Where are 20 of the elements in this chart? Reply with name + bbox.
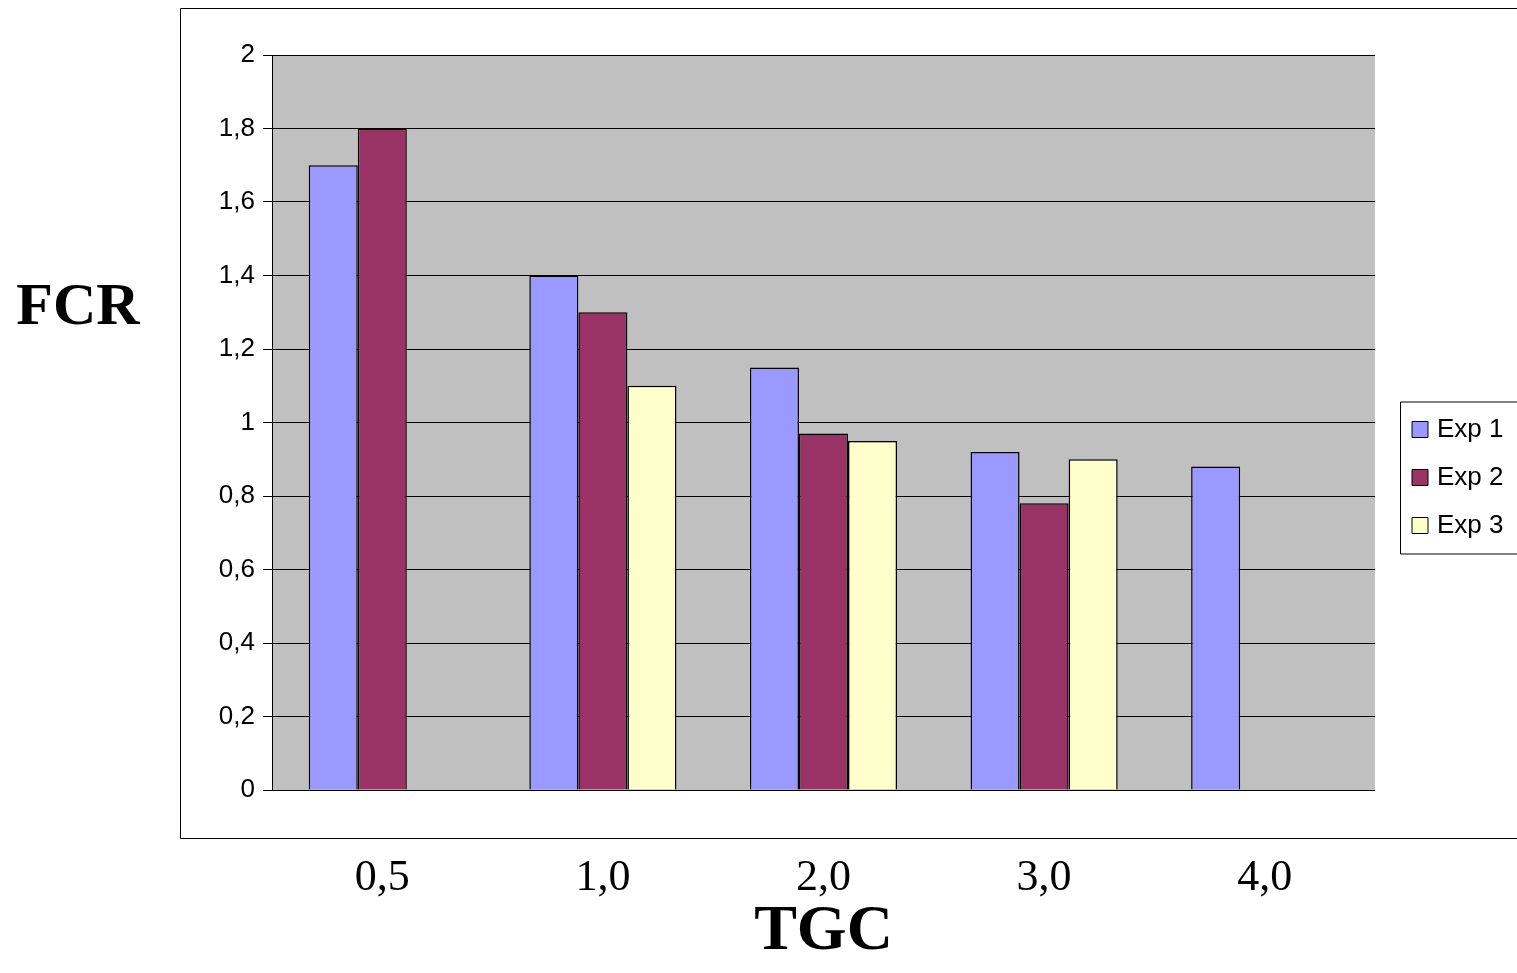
legend-label: Exp 2 (1437, 460, 1504, 491)
y-tick-label: 0,8 (218, 479, 255, 510)
y-tick-label: 0,2 (218, 699, 255, 730)
legend-label: Exp 1 (1437, 412, 1504, 443)
y-tick-label: 1,6 (218, 185, 255, 216)
y-tick-label: 0,6 (218, 552, 255, 583)
legend-label: Exp 3 (1437, 508, 1504, 539)
y-tick-label: 1,2 (218, 332, 255, 363)
y-axis-title: FCR (16, 270, 141, 337)
x-tick-label: 4,0 (1237, 850, 1293, 900)
x-tick-label: 3,0 (1016, 850, 1072, 900)
x-tick-label: 0,5 (354, 850, 410, 900)
y-tick-label: 1 (240, 405, 255, 436)
y-tick-label: 2 (240, 38, 255, 69)
y-tick-label: 0 (240, 773, 255, 804)
x-tick-label: 1,0 (575, 850, 631, 900)
y-tick-label: 1,4 (218, 258, 255, 289)
y-tick-label: 0,4 (218, 626, 255, 657)
y-tick-label: 1,8 (218, 111, 255, 142)
x-tick-label: 2,0 (796, 850, 851, 900)
